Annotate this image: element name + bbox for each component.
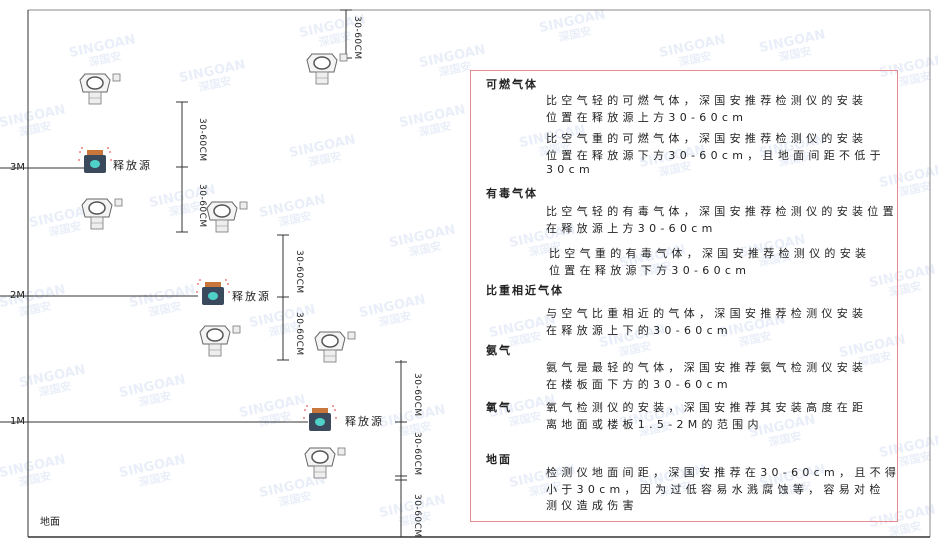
- guideline-text-line: 小于30cm，因为过低容易水溅腐蚀等，容易对检: [546, 482, 885, 496]
- section-heading: 地面: [486, 453, 512, 466]
- release-source-icon: [78, 147, 112, 173]
- guideline-text-line: 比空气轻的可燃气体，深国安推荐检测仪的安装: [546, 94, 868, 107]
- guideline-text-line: 比空气重的可燃气体，深国安推荐检测仪的安装: [546, 132, 868, 145]
- gas-detector-icon: [199, 325, 241, 357]
- guideline-text-line: 在释放源上下的30-60cm: [546, 323, 732, 337]
- guideline-text-line: 氧气检测仪的安装，深国安推荐其安装高度在距: [546, 401, 868, 414]
- release-source-icon: [303, 405, 337, 431]
- gas-detector-icon: [79, 73, 121, 105]
- gas-detector-icon: [314, 331, 356, 363]
- installation-guidelines-panel: [470, 70, 898, 522]
- guideline-text-line: 比空气轻的有毒气体，深国安推荐检测仪的安装位置: [546, 205, 898, 218]
- guideline-text-line: 位置在释放源下方30-60cm，且地面间距不低于: [546, 148, 885, 162]
- guideline-text-line: 氨气是最轻的气体，深国安推荐氨气检测仪安装: [546, 361, 868, 374]
- guideline-text-line: 位置在释放源下方30-60cm: [549, 263, 751, 277]
- dimension-label: 30-60CM: [412, 494, 422, 538]
- level-2m-label: 2M: [10, 290, 25, 301]
- section-heading: 氨气: [486, 344, 512, 357]
- guideline-text-line: 在楼板面下方的30-60cm: [546, 377, 732, 391]
- guideline-text-line: 与空气比重相近的气体，深国安推荐检测仪安装: [546, 307, 868, 320]
- release-source-icon: [196, 279, 230, 305]
- guideline-text-line: 位置在释放源上方30-60cm: [546, 110, 748, 124]
- guideline-text-line: 检测仪地面间距，深国安推荐在30-60cm，且不得: [546, 466, 901, 479]
- dimension-label: 30-60CM: [197, 184, 207, 228]
- gas-detector-icon: [306, 53, 348, 85]
- guideline-text-line: 比空气重的有毒气体，深国安推荐检测仪的安装: [549, 247, 871, 260]
- dimension-label: 30-60CM: [352, 16, 362, 60]
- dimension-label: 30-60CM: [294, 312, 304, 356]
- dimension-2m: [277, 234, 289, 361]
- release-source-label: 释放源: [345, 415, 384, 428]
- section-heading: 氧气: [486, 401, 512, 414]
- guideline-text-line: 测仪造成伤害: [546, 499, 638, 512]
- section-heading: 比重相近气体: [486, 284, 564, 297]
- level-3m-label: 3M: [10, 162, 25, 173]
- dimension-label: 30-60CM: [294, 250, 304, 294]
- gas-detector-icon: [304, 447, 346, 479]
- guideline-text-line: 30cm: [546, 163, 594, 176]
- dimension-top: [340, 9, 352, 59]
- dimension-label: 30-60CM: [197, 118, 207, 162]
- dimension-label: 30-60CM: [412, 373, 422, 417]
- guideline-text-line: 在释放源上方30-60cm: [546, 221, 717, 235]
- level-1m-label: 1M: [10, 416, 25, 427]
- release-source-label: 释放源: [113, 159, 152, 172]
- ground-label: 地面: [40, 517, 60, 528]
- section-heading: 可燃气体: [486, 78, 538, 91]
- gas-detector-icon: [81, 198, 123, 230]
- dimension-3m: [176, 101, 188, 233]
- section-heading: 有毒气体: [486, 187, 538, 200]
- release-source-label: 释放源: [232, 290, 271, 303]
- gas-detector-icon: [206, 201, 248, 233]
- guideline-text-line: 离地面或楼板1.5-2M的范围内: [546, 417, 763, 431]
- dimension-label: 30-60CM: [412, 432, 422, 476]
- dimension-1m: [395, 360, 407, 537]
